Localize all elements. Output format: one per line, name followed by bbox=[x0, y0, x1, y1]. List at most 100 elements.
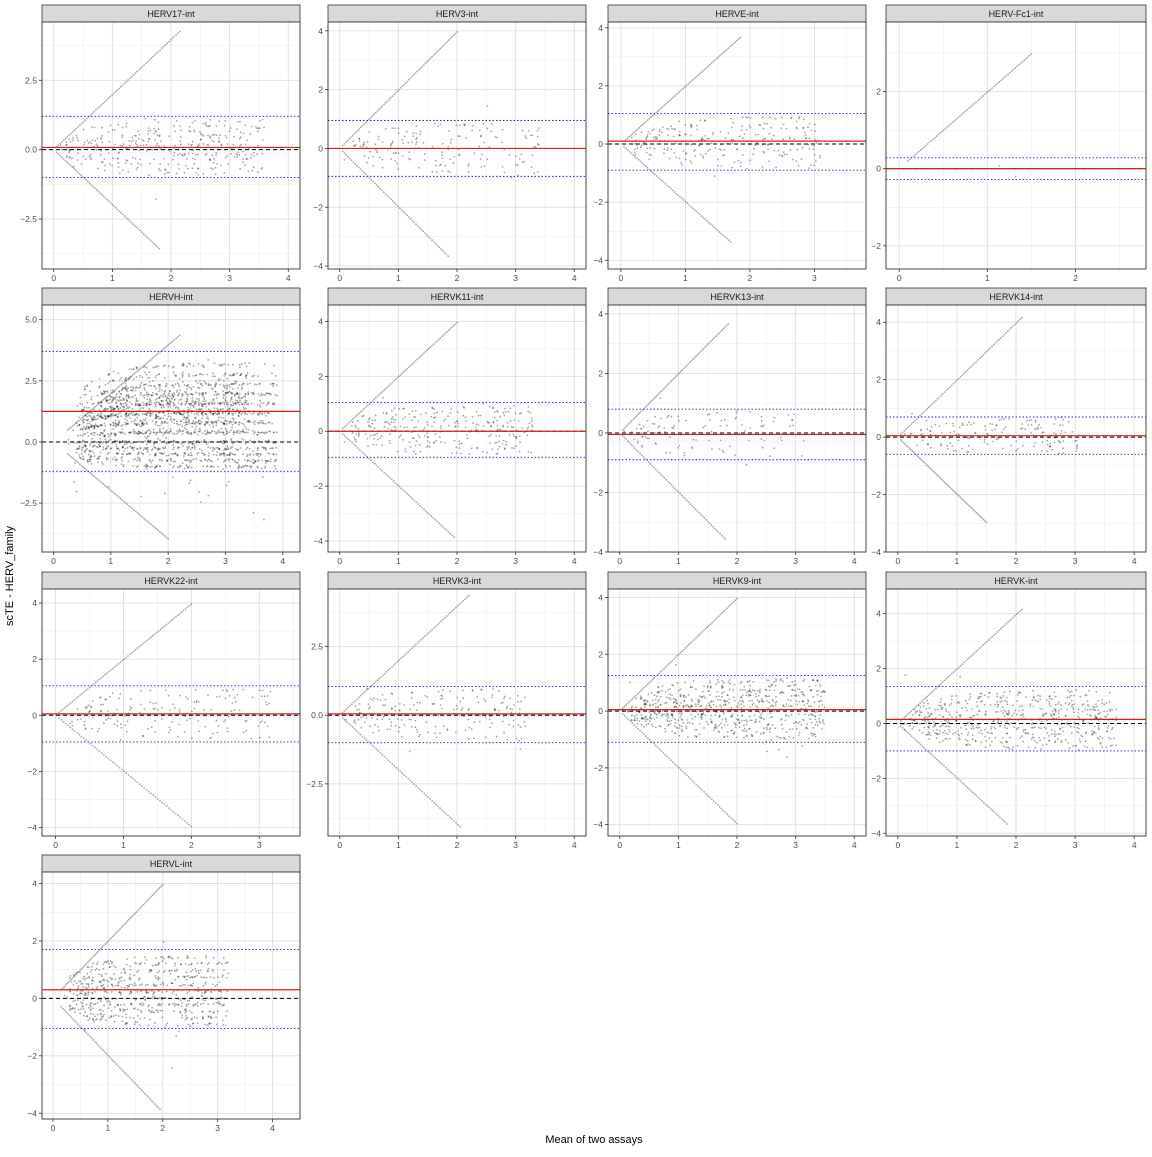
data-point bbox=[722, 450, 724, 452]
data-point bbox=[125, 502, 127, 504]
data-point bbox=[78, 419, 80, 421]
data-point bbox=[415, 426, 417, 428]
data-point bbox=[211, 430, 213, 432]
data-point bbox=[197, 174, 199, 176]
data-point bbox=[690, 503, 692, 505]
data-point bbox=[637, 441, 639, 443]
data-point bbox=[97, 108, 99, 110]
data-point bbox=[490, 425, 492, 427]
data-point bbox=[482, 123, 484, 125]
data-point bbox=[948, 485, 950, 487]
data-point bbox=[178, 466, 180, 468]
data-point bbox=[749, 125, 751, 127]
data-point bbox=[467, 165, 469, 167]
data-point bbox=[373, 398, 375, 400]
data-point bbox=[138, 430, 140, 432]
data-point bbox=[438, 49, 440, 51]
data-point bbox=[1062, 424, 1064, 426]
data-point bbox=[395, 204, 397, 206]
data-point bbox=[206, 418, 208, 420]
data-point bbox=[974, 510, 976, 512]
data-point bbox=[489, 146, 491, 148]
data-point bbox=[121, 428, 123, 430]
data-point bbox=[270, 461, 272, 463]
data-point bbox=[984, 425, 986, 427]
data-point bbox=[786, 128, 788, 130]
data-point bbox=[109, 424, 111, 426]
data-point bbox=[1061, 430, 1063, 432]
data-point bbox=[237, 121, 239, 123]
data-point bbox=[103, 447, 105, 449]
data-point bbox=[513, 436, 515, 438]
data-point bbox=[99, 106, 101, 108]
data-point bbox=[212, 413, 214, 415]
data-point bbox=[93, 452, 95, 454]
data-point bbox=[127, 416, 129, 418]
data-point bbox=[216, 451, 218, 453]
data-point bbox=[651, 465, 653, 467]
data-point bbox=[918, 151, 920, 153]
data-point bbox=[946, 484, 948, 486]
y-tick-label: 2.5 bbox=[25, 75, 37, 85]
data-point bbox=[754, 145, 756, 147]
data-point bbox=[660, 474, 662, 476]
data-point bbox=[395, 414, 397, 416]
data-point bbox=[413, 451, 415, 453]
data-point bbox=[198, 400, 200, 402]
data-point bbox=[237, 387, 239, 389]
data-point bbox=[683, 199, 685, 201]
data-point bbox=[361, 451, 363, 453]
data-point bbox=[94, 419, 96, 421]
data-point bbox=[381, 444, 383, 446]
data-point bbox=[189, 404, 191, 406]
data-point bbox=[107, 458, 109, 460]
data-point bbox=[155, 528, 157, 530]
data-point bbox=[188, 446, 190, 448]
data-point bbox=[115, 435, 117, 437]
data-point bbox=[70, 141, 72, 143]
data-point bbox=[104, 415, 106, 417]
data-point bbox=[116, 765, 118, 767]
data-point bbox=[148, 638, 150, 640]
data-point bbox=[995, 425, 997, 427]
data-point bbox=[260, 402, 262, 404]
data-point bbox=[70, 702, 72, 704]
data-point bbox=[211, 402, 213, 404]
data-point bbox=[986, 522, 988, 524]
data-point bbox=[432, 146, 434, 148]
data-point bbox=[106, 672, 108, 674]
data-point bbox=[438, 246, 440, 248]
data-point bbox=[702, 70, 704, 72]
data-point bbox=[953, 425, 955, 427]
data-point bbox=[804, 132, 806, 134]
data-point bbox=[538, 127, 540, 129]
data-point bbox=[984, 439, 986, 441]
data-point bbox=[99, 750, 101, 752]
data-point bbox=[205, 124, 207, 126]
data-point bbox=[425, 351, 427, 353]
data-point bbox=[93, 445, 95, 447]
data-point bbox=[206, 153, 208, 155]
data-point bbox=[260, 168, 262, 170]
data-point bbox=[456, 452, 458, 454]
data-point bbox=[241, 423, 243, 425]
data-point bbox=[173, 405, 175, 407]
data-point bbox=[183, 430, 185, 432]
data-point bbox=[1029, 55, 1031, 57]
data-point bbox=[480, 415, 482, 417]
data-point bbox=[372, 400, 374, 402]
data-point bbox=[372, 461, 374, 463]
data-point bbox=[262, 153, 264, 155]
data-point bbox=[391, 429, 393, 431]
data-point bbox=[261, 432, 263, 434]
data-point bbox=[251, 170, 253, 172]
data-point bbox=[981, 97, 983, 99]
data-point bbox=[396, 163, 398, 165]
data-point bbox=[683, 496, 685, 498]
facet-title: HERV3-int bbox=[436, 9, 479, 19]
data-point bbox=[152, 380, 154, 382]
data-point bbox=[237, 409, 239, 411]
data-point bbox=[173, 371, 175, 373]
data-point bbox=[399, 207, 401, 209]
